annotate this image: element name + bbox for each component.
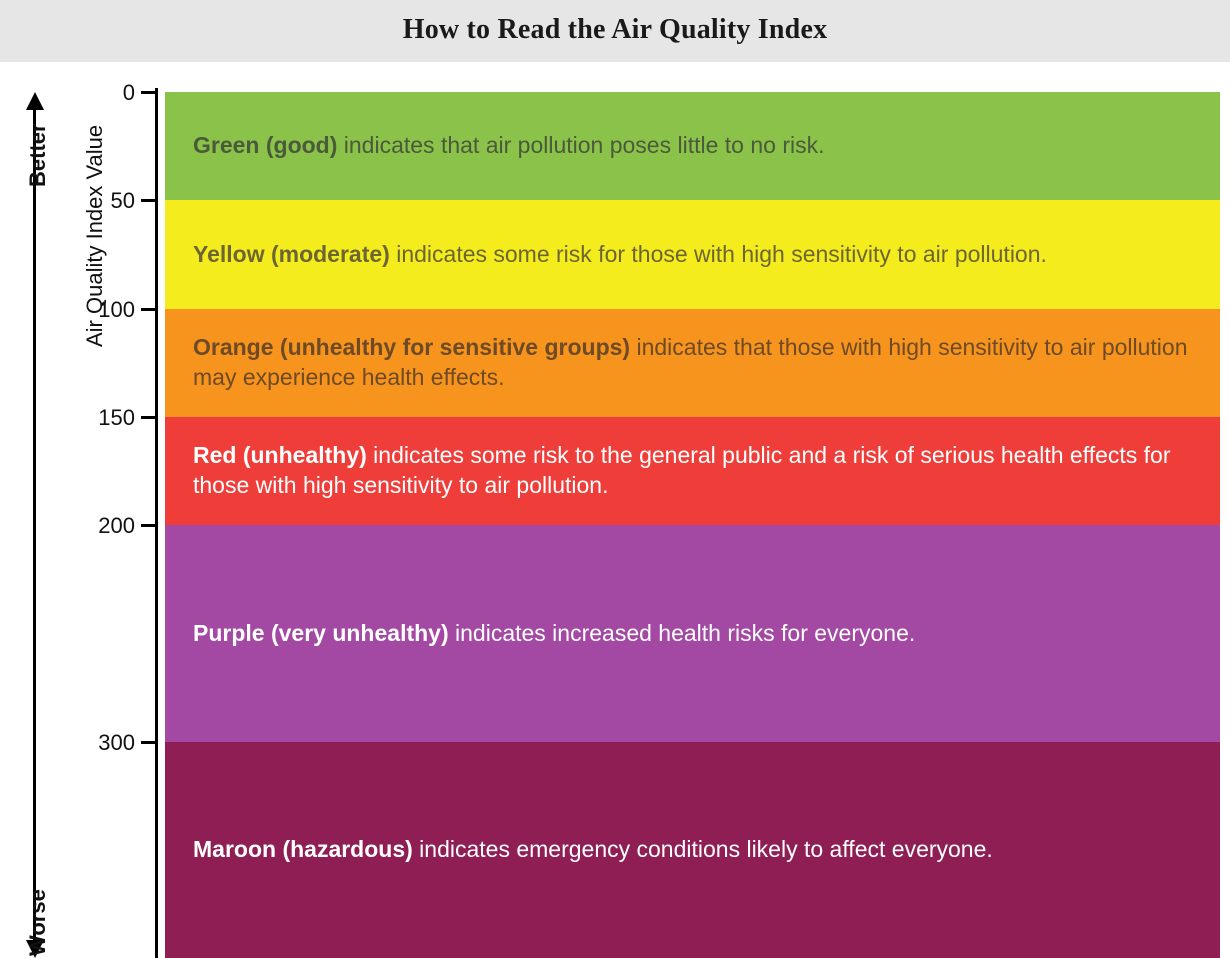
band-maroon: Maroon (hazardous) indicates emergency c… xyxy=(165,742,1220,958)
axis-tick xyxy=(141,416,155,419)
arrow-line xyxy=(33,108,36,942)
band-text: Maroon (hazardous) indicates emergency c… xyxy=(193,835,993,864)
page-title: How to Read the Air Quality Index xyxy=(0,14,1230,46)
axis-tick xyxy=(141,741,155,744)
bands: Green (good) indicates that air pollutio… xyxy=(165,92,1220,958)
aqi-chart: Better Worse Air Quality Index Value 050… xyxy=(0,62,1230,954)
band-text: Yellow (moderate) indicates some risk fo… xyxy=(193,240,1047,269)
band-text: Purple (very unhealthy) indicates increa… xyxy=(193,619,915,648)
band-yellow: Yellow (moderate) indicates some risk fo… xyxy=(165,200,1220,308)
axis-tick-label: 150 xyxy=(91,405,135,431)
axis-tick xyxy=(141,308,155,311)
band-lead: Yellow (moderate) xyxy=(193,241,390,267)
axis-tick-label: 50 xyxy=(91,188,135,214)
axis-tick-label: 100 xyxy=(91,297,135,323)
band-lead: Orange (unhealthy for sensitive groups) xyxy=(193,334,630,360)
band-lead: Green (good) xyxy=(193,132,337,158)
axis-tick xyxy=(141,524,155,527)
band-green: Green (good) indicates that air pollutio… xyxy=(165,92,1220,200)
axis-rule xyxy=(155,88,158,958)
band-text: Orange (unhealthy for sensitive groups) … xyxy=(193,333,1192,392)
band-orange: Orange (unhealthy for sensitive groups) … xyxy=(165,309,1220,417)
axis-tick-label: 0 xyxy=(91,80,135,106)
axis-tick-label: 200 xyxy=(91,513,135,539)
title-bar: How to Read the Air Quality Index xyxy=(0,0,1230,62)
axis-tick xyxy=(141,199,155,202)
axis-tick-label: 300 xyxy=(91,730,135,756)
band-purple: Purple (very unhealthy) indicates increa… xyxy=(165,525,1220,742)
band-text: Red (unhealthy) indicates some risk to t… xyxy=(193,441,1192,500)
band-rest: indicates some risk for those with high … xyxy=(390,241,1047,267)
band-rest: indicates emergency conditions likely to… xyxy=(413,836,993,862)
band-rest: indicates increased health risks for eve… xyxy=(449,620,916,646)
band-rest: indicates that air pollution poses littl… xyxy=(337,132,824,158)
label-better: Better xyxy=(25,123,51,187)
band-text: Green (good) indicates that air pollutio… xyxy=(193,131,824,160)
band-lead: Maroon (hazardous) xyxy=(193,836,413,862)
label-worse: Worse xyxy=(25,889,51,956)
band-lead: Purple (very unhealthy) xyxy=(193,620,449,646)
band-lead: Red (unhealthy) xyxy=(193,442,367,468)
band-red: Red (unhealthy) indicates some risk to t… xyxy=(165,417,1220,525)
axis-tick xyxy=(141,91,155,94)
